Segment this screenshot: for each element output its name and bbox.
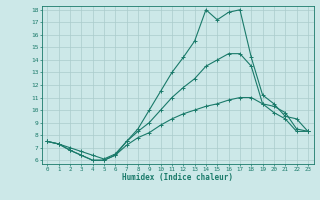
X-axis label: Humidex (Indice chaleur): Humidex (Indice chaleur) [122, 173, 233, 182]
